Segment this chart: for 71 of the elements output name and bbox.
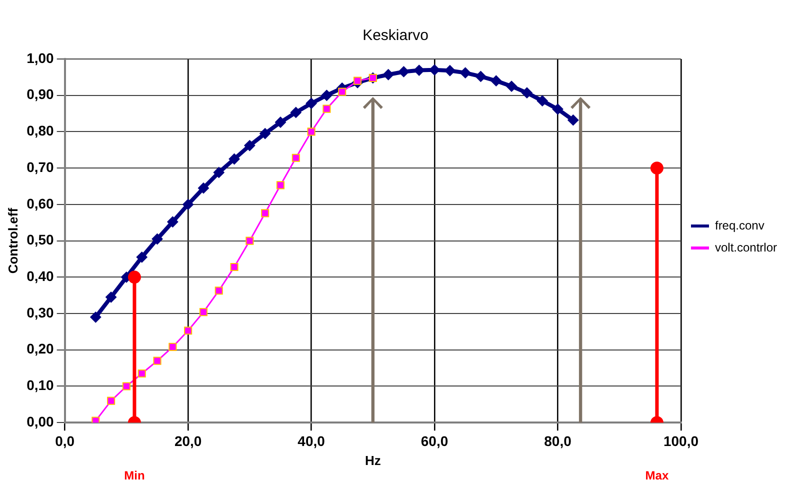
y-tick-label: 0,00 [26, 413, 54, 430]
chart-title: Keskiarvo [362, 27, 428, 44]
text: Max [645, 468, 669, 482]
text: Min [124, 468, 145, 482]
point [261, 209, 270, 218]
point [382, 69, 394, 80]
point [167, 216, 178, 228]
y-axis-title: Control.eff [5, 207, 20, 274]
x-tick-label: 40,0 [298, 432, 326, 449]
point [274, 116, 286, 128]
point [92, 416, 100, 423]
point [306, 98, 317, 109]
point [521, 87, 532, 98]
point [106, 292, 117, 303]
point [338, 88, 346, 96]
point [122, 382, 130, 390]
point [353, 76, 362, 85]
point [322, 104, 331, 113]
x-tick-label: 100,0 [663, 432, 699, 449]
point [213, 166, 224, 178]
x-tick-label: 80,0 [544, 432, 572, 449]
point [230, 262, 238, 272]
y-tick-label: 0,30 [26, 304, 54, 320]
point [182, 198, 194, 210]
point [152, 233, 163, 244]
point [444, 65, 456, 76]
point [552, 104, 564, 115]
point [138, 369, 146, 378]
point [490, 75, 502, 86]
y-tick-label: 0,90 [26, 86, 54, 102]
y-tick-label: 1,00 [26, 50, 54, 66]
point [290, 106, 302, 118]
point [536, 95, 548, 106]
y-tick-label: 0,50 [26, 232, 54, 248]
point [128, 270, 141, 284]
x-tick-label: 60,0 [420, 432, 448, 449]
y-tick-label: 0,20 [26, 340, 54, 357]
point [246, 236, 254, 245]
point [228, 153, 240, 164]
point [650, 162, 664, 175]
legend-label: freq.conv [714, 218, 764, 232]
point [307, 128, 316, 136]
x-tick-label: 0,0 [55, 432, 75, 449]
point [276, 181, 285, 190]
point [460, 67, 471, 78]
point [107, 396, 116, 405]
point [198, 182, 209, 194]
point [153, 356, 162, 365]
y-tick-label: 0,10 [26, 377, 54, 394]
x-axis-title: Hz [364, 452, 382, 468]
x-tick-label: 20,0 [174, 432, 202, 449]
legend-label: volt.contrlor [714, 240, 778, 254]
y-tick-label: 0,40 [26, 268, 54, 284]
point [506, 80, 518, 92]
point [475, 70, 486, 82]
point [568, 114, 579, 126]
point [260, 128, 271, 140]
point [199, 308, 208, 316]
point [292, 154, 300, 162]
y-tick-label: 0,70 [26, 158, 54, 175]
point [184, 326, 192, 335]
point [244, 140, 256, 152]
point [214, 286, 223, 295]
point [321, 90, 332, 101]
y-tick-label: 0,80 [26, 122, 54, 139]
point [429, 64, 440, 76]
y-tick-label: 0,60 [26, 195, 54, 212]
point [398, 66, 410, 78]
point [136, 252, 148, 263]
point [168, 342, 177, 352]
point [90, 312, 102, 323]
